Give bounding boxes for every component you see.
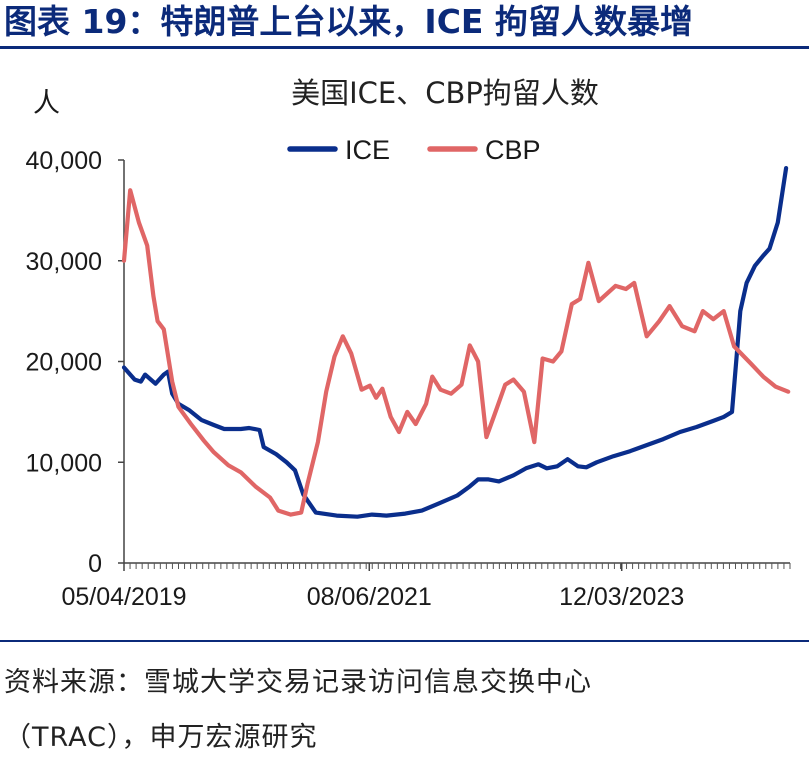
legend-label-ice: ICE xyxy=(345,135,390,165)
y-tick-label: 20,000 xyxy=(26,349,102,377)
chart-axes: 0 10,000 20,000 30,000 40,000 05/04/2019 08/06… xyxy=(26,147,791,611)
y-axis-unit-label: 人 xyxy=(33,88,60,119)
series-line-cbp xyxy=(121,188,791,517)
series-line-ice xyxy=(121,166,789,519)
x-tick-label: 08/06/2021 xyxy=(307,583,432,611)
source-line-2: （TRAC），申万宏源研究 xyxy=(4,722,318,753)
legend-label-cbp: CBP xyxy=(485,135,541,165)
source-note: 资料来源：雪城大学交易记录访问信息交换中心 （TRAC），申万宏源研究 xyxy=(4,655,809,765)
y-tick-label: 40,000 xyxy=(26,147,102,175)
title-underline xyxy=(0,46,809,49)
chart-legend: ICE CBP xyxy=(287,135,541,165)
x-tick-label: 05/04/2019 xyxy=(61,583,186,611)
line-chart: 美国ICE、CBP拘留人数 人 ICE CBP 0 10,000 20,000 30,0… xyxy=(26,76,791,611)
chart-title: 美国ICE、CBP拘留人数 xyxy=(291,76,599,110)
chart-series-layer xyxy=(121,166,791,519)
y-tick-label: 0 xyxy=(88,550,102,578)
x-tick-label: 12/03/2023 xyxy=(559,583,684,611)
y-tick-label: 10,000 xyxy=(26,449,102,477)
footer-divider xyxy=(0,640,809,642)
source-line-1: 资料来源：雪城大学交易记录访问信息交换中心 xyxy=(4,667,592,698)
y-tick-label: 30,000 xyxy=(26,248,102,276)
figure-title: 图表 19：特朗普上台以来，ICE 拘留人数暴增 xyxy=(4,2,693,41)
